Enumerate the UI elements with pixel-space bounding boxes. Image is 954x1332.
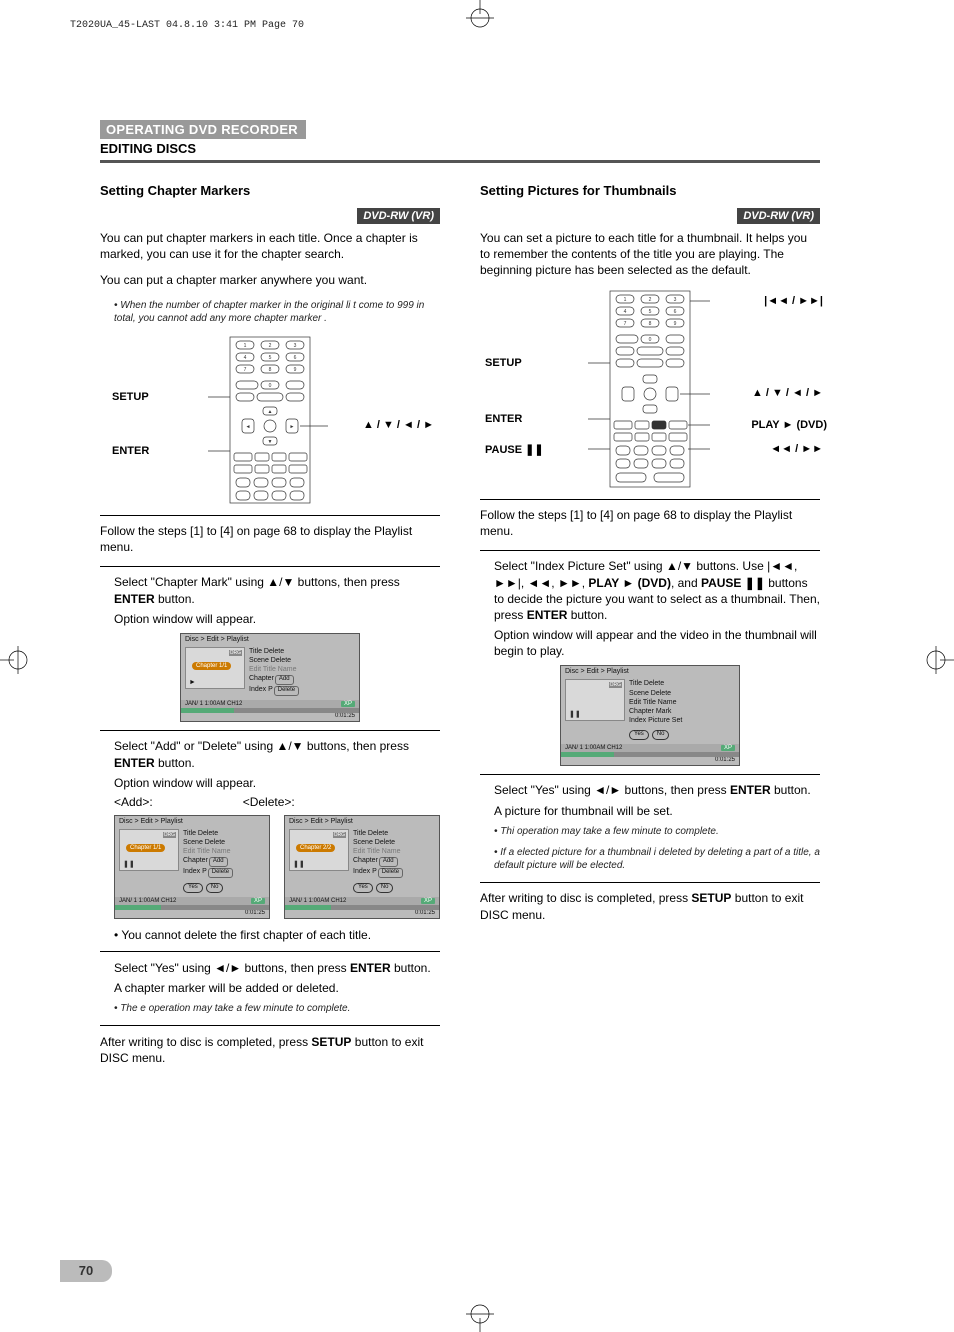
two-screens: Disc > Edit > Playlist ORGChapter 1/1❚❚ … (114, 813, 440, 921)
svg-text:0: 0 (269, 383, 272, 389)
left-step2: Select "Add" or "Delete" using ▲/▼ butto… (114, 738, 440, 770)
svg-text:4: 4 (244, 355, 247, 361)
left-final: After writing to disc is completed, pres… (100, 1034, 440, 1066)
r-enter: ENTER (485, 413, 522, 425)
section-rule (100, 160, 820, 163)
svg-text:7: 7 (244, 367, 247, 373)
left-intro2: You can put a chapter marker anywhere yo… (100, 272, 440, 288)
svg-text:▼: ▼ (268, 439, 273, 445)
left-step3: Select "Yes" using ◄/► buttons, then pre… (114, 960, 440, 976)
disc-badge-right: DVD-RW (VR) (737, 208, 820, 224)
right-title: Setting Pictures for Thumbnails (480, 183, 820, 198)
svg-text:6: 6 (294, 355, 297, 361)
svg-text:7: 7 (624, 321, 627, 327)
svg-text:6: 6 (674, 309, 677, 315)
svg-text:4: 4 (624, 309, 627, 315)
remote-label-setup: SETUP (112, 391, 149, 403)
section-badge: OPERATING DVD RECORDER (100, 120, 306, 139)
delete-label: <Delete>: (243, 795, 295, 809)
svg-text:3: 3 (294, 343, 297, 349)
playlist-screen-1: Disc > Edit > Playlist ORG Chapter 1/1 ►… (180, 633, 360, 722)
left-note-top: • When the number of chapter marker in t… (114, 299, 440, 325)
right-note1: • Thi operation may take a few minute to… (494, 825, 820, 838)
left-title: Setting Chapter Markers (100, 183, 440, 198)
left-step1: Select "Chapter Mark" using ▲/▼ buttons,… (114, 574, 440, 606)
add-label: <Add>: (114, 795, 153, 809)
right-follow: Follow the steps [1] to [4] on page 68 t… (480, 507, 820, 539)
r-play: PLAY ► (DVD) (751, 419, 827, 431)
thumb-box: ORG Chapter 1/1 ► (185, 647, 245, 689)
crop-mark-bottom (460, 1302, 500, 1332)
remote-diagram-left: 123 456 789 0 ▲▼◄► SETUP ENTER ▲ / ▼ / ◄… (130, 335, 410, 505)
print-header: T2020UA_45-LAST 04.8.10 3:41 PM Page 70 (70, 20, 304, 31)
svg-text:1: 1 (624, 297, 627, 303)
svg-text:►: ► (290, 424, 295, 430)
r-skip: |◄◄ / ►►| (764, 295, 823, 307)
svg-text:5: 5 (649, 309, 652, 315)
cannot-delete-note: • You cannot delete the first chapter of… (114, 927, 440, 943)
left-step2-sub: Option window will appear. (114, 775, 440, 791)
svg-text:5: 5 (269, 355, 272, 361)
svg-text:2: 2 (649, 297, 652, 303)
svg-text:8: 8 (649, 321, 652, 327)
crop-mark-right (924, 640, 954, 680)
left-intro1: You can put chapter markers in each titl… (100, 230, 440, 262)
svg-text:8: 8 (269, 367, 272, 373)
left-note-bottom: • The e operation may take a few minute … (114, 1002, 440, 1015)
left-column: Setting Chapter Markers DVD-RW (VR) You … (100, 183, 440, 1070)
r-nav: ▲ / ▼ / ◄ / ► (752, 387, 823, 399)
right-step2-sub: A picture for thumbnail will be set. (494, 803, 820, 819)
svg-text:1: 1 (244, 343, 247, 349)
svg-text:◄: ◄ (246, 424, 251, 430)
r-search: ◄◄ / ►► (770, 443, 823, 455)
svg-text:9: 9 (294, 367, 297, 373)
svg-text:2: 2 (269, 343, 272, 349)
remote-label-enter: ENTER (112, 445, 149, 457)
r-pause: PAUSE ❚❚ (485, 443, 544, 456)
r-setup: SETUP (485, 357, 522, 369)
right-note2: • If a elected picture for a thumbnail i… (494, 846, 820, 872)
page-number: 70 (60, 1260, 112, 1282)
section-subtitle: EDITING DISCS (100, 141, 820, 156)
right-intro: You can set a picture to each title for … (480, 230, 820, 279)
right-column: Setting Pictures for Thumbnails DVD-RW (… (480, 183, 820, 1070)
playlist-add: Disc > Edit > Playlist ORGChapter 1/1❚❚ … (114, 815, 270, 919)
remote-diagram-right: 123 456 789 0 SETUP ENTER PAUSE ❚❚ |◄◄ /… (495, 289, 805, 489)
crop-mark-top (460, 0, 500, 30)
svg-text:0: 0 (649, 337, 652, 343)
right-step2: Select "Yes" using ◄/► buttons, then pre… (494, 782, 820, 798)
disc-badge-left: DVD-RW (VR) (357, 208, 440, 224)
left-step1-sub: Option window will appear. (114, 611, 440, 627)
svg-text:3: 3 (674, 297, 677, 303)
svg-text:9: 9 (674, 321, 677, 327)
remote-label-nav: ▲ / ▼ / ◄ / ► (363, 419, 434, 431)
right-step1-sub: Option window will appear and the video … (494, 627, 820, 659)
left-follow: Follow the steps [1] to [4] on page 68 t… (100, 523, 440, 555)
svg-text:▲: ▲ (268, 409, 273, 415)
crop-mark-left (0, 640, 30, 680)
playlist-delete: Disc > Edit > Playlist ORGChapter 2/2❚❚ … (284, 815, 440, 919)
left-step3-sub: A chapter marker will be added or delete… (114, 980, 440, 996)
right-step1: Select "Index Picture Set" using ▲/▼ but… (494, 558, 820, 623)
playlist-screen-right: Disc > Edit > Playlist ORG❚❚ Title Delet… (560, 665, 740, 765)
right-final: After writing to disc is completed, pres… (480, 890, 820, 922)
